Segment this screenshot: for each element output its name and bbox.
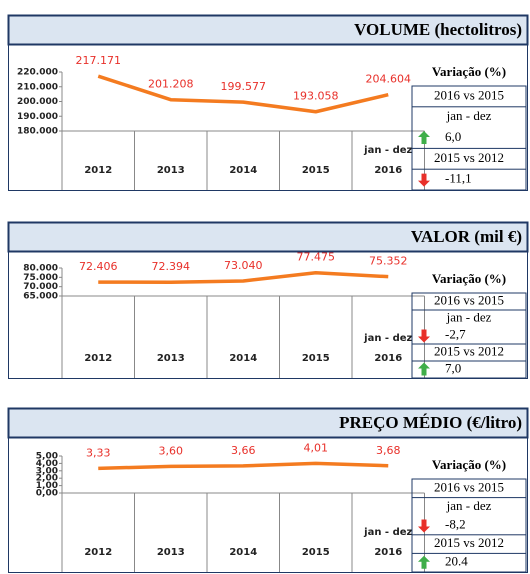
data-line <box>98 270 389 284</box>
data-label: 3,68 <box>376 444 401 457</box>
data-label: 75.352 <box>369 255 408 268</box>
data-label: 3,33 <box>86 446 111 459</box>
variation-label: 2015 vs 2012 <box>434 150 504 165</box>
data-label: 77.475 <box>297 251 336 264</box>
variation-label-box <box>411 85 527 108</box>
x-tick-label: 2014 <box>229 165 257 176</box>
y-tick-label: 70.000 <box>23 282 58 292</box>
panel-header <box>7 221 529 253</box>
arrow-down <box>418 173 430 187</box>
data-label: 72.394 <box>152 260 191 273</box>
y-tick-label: 2,00 <box>36 474 58 484</box>
x-tick-label: 2013 <box>157 353 185 364</box>
period-annotation: jan - dez <box>363 145 412 156</box>
data-label: 201.208 <box>148 78 194 91</box>
y-tick-label: 65.000 <box>23 292 58 302</box>
variation-value: -2,7 <box>445 326 466 341</box>
y-tick-label: 1,00 <box>36 481 58 491</box>
variation-label: 2015 vs 2012 <box>434 535 504 550</box>
x-tick-label: 2013 <box>157 547 185 558</box>
y-tick-label: 75.000 <box>23 273 58 283</box>
data-label: 73.040 <box>224 259 263 272</box>
x-tick-label: 2016 <box>374 165 402 176</box>
period-annotation: jan - dez <box>363 527 412 538</box>
arrow-up <box>418 362 430 376</box>
data-line <box>98 461 389 471</box>
data-label: 204.604 <box>366 73 412 86</box>
variation-value: 7,0 <box>445 360 461 375</box>
variation-period: jan - dez <box>446 498 492 513</box>
x-tick-label: 2015 <box>302 547 330 558</box>
x-tick-label: 2015 <box>302 353 330 364</box>
variation-label-box <box>411 534 527 554</box>
variation-value: 6,0 <box>445 129 461 144</box>
panel-header <box>7 407 529 439</box>
x-tick-label: 2014 <box>229 547 257 558</box>
variation-title: Variação (%) <box>432 457 506 472</box>
y-tick-label: 0,00 <box>36 489 58 499</box>
period-annotation: jan - dez <box>363 333 412 344</box>
variation-value: -8,2 <box>445 516 466 531</box>
data-label: 3,60 <box>159 444 184 457</box>
y-tick-label: 220.000 <box>17 68 58 78</box>
data-label: 217.171 <box>76 54 122 67</box>
variation-label-box <box>411 147 527 170</box>
data-label: 3,66 <box>231 444 256 457</box>
variation-label: 2016 vs 2015 <box>434 479 504 494</box>
variation-label: 2016 vs 2015 <box>434 87 504 102</box>
variation-value: 20.4 <box>445 554 468 569</box>
variation-label-box <box>411 292 527 311</box>
variation-period: jan - dez <box>446 108 492 123</box>
panel-title: PREÇO MÉDIO (€/litro) <box>339 413 522 432</box>
y-tick-label: 3,00 <box>36 466 58 476</box>
y-tick-label: 80.000 <box>23 264 58 274</box>
x-tick-label: 2016 <box>374 547 402 558</box>
variation-period: jan - dez <box>446 309 492 324</box>
x-tick-label: 2015 <box>302 165 330 176</box>
panel-title: VOLUME (hectolitros) <box>354 20 522 39</box>
x-tick-label: 2014 <box>229 353 257 364</box>
variation-value: -11,1 <box>445 171 472 186</box>
data-label: 72.406 <box>79 260 118 273</box>
arrow-down <box>418 519 430 533</box>
variation-title: Variação (%) <box>432 64 506 79</box>
x-tick-label: 2012 <box>84 547 112 558</box>
x-tick-label: 2012 <box>84 353 112 364</box>
arrow-down <box>418 329 430 343</box>
y-tick-label: 190.000 <box>17 112 58 122</box>
variation-label-box <box>411 478 527 499</box>
x-tick-label: 2012 <box>84 165 112 176</box>
variation-label-box <box>411 343 527 362</box>
arrow-up <box>418 131 430 144</box>
data-label: 4,01 <box>304 441 329 454</box>
arrow-up <box>418 555 430 569</box>
variation-label: 2015 vs 2012 <box>434 343 504 358</box>
panel-title: VALOR (mil €) <box>411 227 522 246</box>
data-label: 199.577 <box>221 80 267 93</box>
y-tick-label: 4,00 <box>36 459 58 469</box>
x-tick-label: 2013 <box>157 165 185 176</box>
y-tick-label: 180.000 <box>17 127 58 137</box>
y-tick-label: 210.000 <box>17 82 58 92</box>
y-tick-label: 5,00 <box>36 452 58 462</box>
variation-label: 2016 vs 2015 <box>434 292 504 307</box>
x-tick-label: 2016 <box>374 353 402 364</box>
panel-header <box>7 14 529 46</box>
data-label: 193.058 <box>293 90 339 103</box>
y-tick-label: 200.000 <box>17 97 58 107</box>
data-line <box>97 74 389 114</box>
variation-title: Variação (%) <box>432 271 506 286</box>
